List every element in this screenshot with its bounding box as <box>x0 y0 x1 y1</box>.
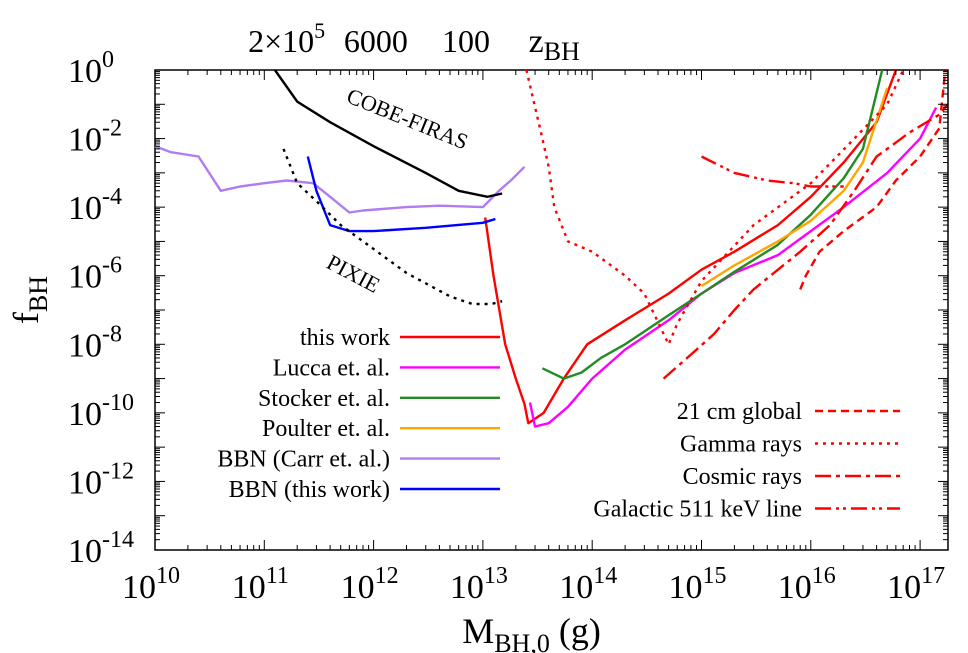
top-axis-tick-exponent: 5 <box>314 18 325 43</box>
legend-label: Lucca et. al. <box>273 355 390 381</box>
x-tick-label: 1010 <box>122 563 180 606</box>
x-tick-label: 1011 <box>232 563 289 606</box>
x-tick-exponent: 16 <box>812 563 836 589</box>
x-tick-label: 1014 <box>559 563 617 606</box>
y-tick-base: 10 <box>68 464 102 501</box>
x-tick-label: 1015 <box>668 563 726 606</box>
x-tick-base: 10 <box>778 569 812 606</box>
x-tick-base: 10 <box>559 569 593 606</box>
annotation-label-cobe-firas: COBE-FIRAS <box>343 83 471 154</box>
x-tick-base: 10 <box>668 569 702 606</box>
y-tick-exponent: -10 <box>102 390 134 416</box>
y-tick-base: 10 <box>68 190 102 227</box>
x-axis-label-sub: BH,0 <box>494 629 550 653</box>
legend-label: Stocker et. al. <box>258 386 390 412</box>
annotation-label-pixie: PIXIE <box>323 249 384 297</box>
y-tick-label: 10-4 <box>68 184 122 227</box>
series-line-bbn-carr-et-al <box>155 145 526 214</box>
top-axis-label-sub: BH <box>544 37 580 66</box>
y-tick-base: 10 <box>68 53 102 90</box>
x-tick-label: 1017 <box>887 563 945 606</box>
y-tick-exponent: -4 <box>102 184 122 210</box>
y-tick-exponent: -6 <box>102 253 122 279</box>
x-tick-exponent: 15 <box>702 563 726 589</box>
top-axis-tick-text: 2×10 <box>248 23 314 59</box>
y-axis-label: fBH <box>6 276 53 324</box>
y-tick-exponent: -8 <box>102 321 122 347</box>
y-tick-label: 10-6 <box>68 253 122 296</box>
x-axis-label-unit: (g) <box>550 611 601 651</box>
y-tick-base: 10 <box>68 396 102 433</box>
series-group <box>155 70 948 428</box>
y-tick-label: 100 <box>68 47 114 90</box>
x-tick-label: 1013 <box>450 563 508 606</box>
series-line-galactic-511-kev-line <box>700 155 844 188</box>
legend-label: Cosmic rays <box>683 464 802 490</box>
y-tick-label: 10-12 <box>68 458 134 501</box>
x-tick-base: 10 <box>232 569 266 606</box>
x-axis-label: MBH,0 (g) <box>462 611 601 653</box>
legend-group: this work Lucca et. al. Stocker et. al. Pou… <box>217 325 900 523</box>
y-axis-label-main: f <box>6 312 46 324</box>
x-axis-label-main: M <box>462 611 494 651</box>
x-tick-base: 10 <box>341 569 375 606</box>
top-axis-label-main: z <box>529 23 544 60</box>
series-line-cosmic-rays <box>662 103 948 380</box>
series-line-21-cm-global <box>799 70 947 290</box>
y-tick-base: 10 <box>68 327 102 364</box>
series-line-poulter-et-al <box>700 87 889 288</box>
x-tick-exponent: 14 <box>593 563 617 589</box>
legend-label: Galactic 511 keV line <box>593 497 802 523</box>
annotation-group: COBE-FIRAS PIXIE <box>273 70 503 306</box>
y-tick-exponent: -12 <box>102 458 134 484</box>
legend-label: BBN (this work) <box>229 477 390 503</box>
y-tick-exponent: 0 <box>102 47 114 73</box>
tick-label-group: 1010 1011 1012 1013 1014 1015 1016 101710010-21… <box>68 47 948 606</box>
annotation-curve-cobe-firas <box>273 70 503 199</box>
x-tick-base: 10 <box>122 569 156 606</box>
x-tick-base: 10 <box>887 569 921 606</box>
y-tick-base: 10 <box>68 122 102 159</box>
x-tick-label: 1012 <box>341 563 399 606</box>
top-axis-tick-label: 100 <box>442 23 490 59</box>
series-line-stocker-et-al <box>541 70 884 380</box>
legend-label: Gamma rays <box>680 432 802 458</box>
legend-label: Poulter et. al. <box>262 416 390 442</box>
legend-label: 21 cm global <box>677 399 803 425</box>
legend-label: this work <box>300 325 390 351</box>
top-axis-tick-text: 100 <box>442 23 490 59</box>
y-tick-exponent: -14 <box>102 527 134 553</box>
y-tick-exponent: -2 <box>102 116 122 142</box>
x-tick-exponent: 11 <box>266 563 289 589</box>
legend-label: BBN (Carr et. al.) <box>217 447 390 473</box>
y-tick-label: 10-10 <box>68 390 134 433</box>
y-tick-base: 10 <box>68 533 102 570</box>
y-tick-label: 10-2 <box>68 116 122 159</box>
series-line-gamma-rays <box>525 70 905 346</box>
y-tick-label: 10-14 <box>68 527 134 570</box>
x-tick-exponent: 10 <box>156 563 180 589</box>
x-tick-label: 1016 <box>778 563 836 606</box>
x-tick-exponent: 12 <box>375 563 399 589</box>
top-axis-tick-label: 2×105 <box>248 18 325 59</box>
x-tick-exponent: 13 <box>484 563 508 589</box>
y-tick-base: 10 <box>68 259 102 296</box>
x-tick-base: 10 <box>450 569 484 606</box>
x-tick-exponent: 17 <box>921 563 945 589</box>
y-tick-label: 10-8 <box>68 321 122 364</box>
annotation-curve-pixie <box>282 148 503 306</box>
y-axis-label-sub: BH <box>24 276 53 312</box>
top-axis-tick-label: 6000 <box>344 23 408 59</box>
top-axis-label: zBH <box>529 23 580 66</box>
top-axis-tick-text: 6000 <box>344 23 408 59</box>
series-line-bbn-this-work <box>306 156 496 233</box>
series-line-this-work <box>484 70 898 425</box>
